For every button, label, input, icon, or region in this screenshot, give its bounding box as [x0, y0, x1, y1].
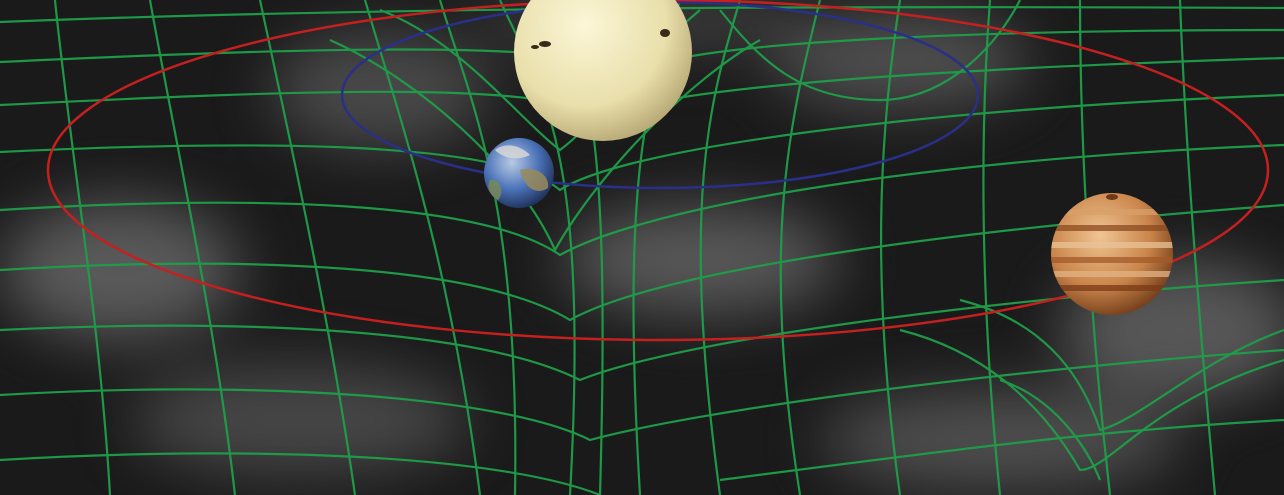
jupiter-orbit — [46, 0, 1270, 342]
sun-sphere — [514, 0, 692, 141]
earth-sphere — [484, 138, 554, 208]
jupiter-sphere — [1051, 193, 1173, 315]
